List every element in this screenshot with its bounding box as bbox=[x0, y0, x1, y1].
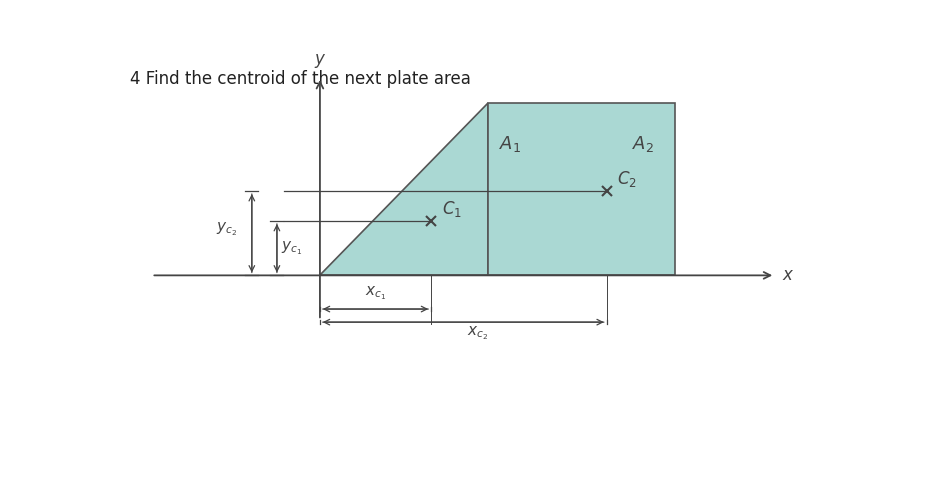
Text: $A_1$: $A_1$ bbox=[500, 135, 522, 155]
Text: $C_1$: $C_1$ bbox=[442, 199, 462, 219]
Polygon shape bbox=[320, 103, 488, 276]
Text: $C_2$: $C_2$ bbox=[618, 169, 637, 189]
Text: $x_{c_2}$: $x_{c_2}$ bbox=[467, 324, 488, 342]
Text: $A_2$: $A_2$ bbox=[632, 135, 654, 155]
Text: $x$: $x$ bbox=[783, 266, 795, 284]
Text: $y_{c_2}$: $y_{c_2}$ bbox=[216, 221, 238, 238]
Text: $y$: $y$ bbox=[314, 52, 327, 69]
Text: 4 Find the centroid of the next plate area: 4 Find the centroid of the next plate ar… bbox=[130, 69, 471, 87]
Text: $y_{c_1}$: $y_{c_1}$ bbox=[280, 240, 302, 257]
Polygon shape bbox=[488, 103, 675, 276]
Text: $x_{c_1}$: $x_{c_1}$ bbox=[364, 285, 386, 302]
